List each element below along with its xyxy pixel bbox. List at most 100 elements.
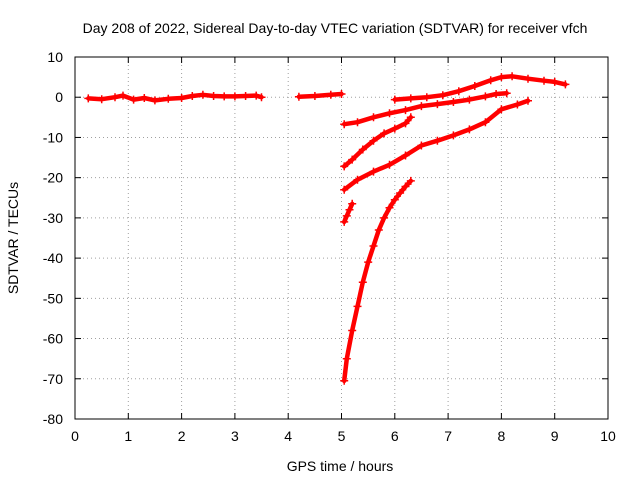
data-trace xyxy=(341,98,531,192)
y-tick-label: -70 xyxy=(43,371,63,387)
data-point xyxy=(390,95,399,104)
data-point xyxy=(406,94,415,103)
data-point xyxy=(369,113,378,122)
data-point xyxy=(513,100,522,109)
x-axis-label: GPS time / hours xyxy=(287,458,394,474)
data-point xyxy=(364,258,373,267)
data-point xyxy=(524,74,532,83)
data-point xyxy=(353,118,362,127)
data-point xyxy=(470,82,479,90)
data-point xyxy=(150,96,159,105)
data-point xyxy=(353,175,362,184)
data-point xyxy=(401,151,410,160)
chart-title: Day 208 of 2022, Sidereal Day-to-day VTE… xyxy=(83,20,588,36)
x-tick-label: 0 xyxy=(71,428,79,444)
x-tick-label: 2 xyxy=(178,428,186,444)
y-tick-label: -40 xyxy=(43,250,63,266)
y-tick-label: -50 xyxy=(43,290,63,306)
data-point xyxy=(449,98,458,106)
y-tick-label: 10 xyxy=(47,49,63,65)
data-point xyxy=(84,94,93,103)
data-point xyxy=(433,100,442,109)
data-point xyxy=(342,211,351,220)
grid xyxy=(75,57,608,419)
data-point xyxy=(481,118,490,127)
data-point xyxy=(486,76,495,85)
x-tick-label: 3 xyxy=(231,428,239,444)
data-point xyxy=(465,125,474,134)
data-point xyxy=(97,95,106,104)
data-point xyxy=(342,354,351,363)
data-point xyxy=(310,92,319,100)
data-point xyxy=(540,76,548,85)
data-point xyxy=(340,376,349,385)
data-point xyxy=(209,92,218,100)
data-point xyxy=(111,93,119,102)
data-point xyxy=(380,213,389,222)
data-point xyxy=(433,136,442,145)
x-tick-label: 10 xyxy=(600,428,616,444)
data-point xyxy=(465,95,474,104)
data-point xyxy=(119,91,127,100)
data-point xyxy=(129,95,138,104)
data-point xyxy=(188,92,197,100)
data-point xyxy=(353,302,362,311)
data-point xyxy=(454,87,463,96)
data-point xyxy=(340,217,349,226)
data-point xyxy=(417,102,426,111)
data-point xyxy=(481,92,490,101)
ticks: 0 1 2 3 4 5 6 7 8 9 10 10 0 -10 -20 -30 -40 -50 -60 -70 -80 xyxy=(43,49,616,444)
data-point xyxy=(449,131,458,140)
data-point xyxy=(401,119,410,128)
x-tick-label: 9 xyxy=(551,428,559,444)
y-tick-label: -60 xyxy=(43,331,63,347)
data-point xyxy=(252,91,261,100)
x-tick-label: 5 xyxy=(338,428,346,444)
x-tick-label: 1 xyxy=(124,428,132,444)
y-tick-label: -30 xyxy=(43,210,63,226)
data-point xyxy=(380,129,389,138)
y-tick-label: -80 xyxy=(43,411,63,427)
data-point xyxy=(358,145,367,154)
data-point xyxy=(550,77,559,86)
data-point xyxy=(492,90,501,98)
y-tick-label: -20 xyxy=(43,170,63,186)
data-point xyxy=(164,94,173,103)
data-trace xyxy=(296,91,344,100)
y-tick-label: -10 xyxy=(43,129,63,145)
data-point xyxy=(422,93,431,102)
data-point xyxy=(340,162,349,171)
plot-frame xyxy=(74,56,609,420)
data-point xyxy=(230,92,239,101)
data-point xyxy=(385,109,394,118)
data-point xyxy=(406,113,415,122)
data-point xyxy=(406,176,415,185)
data-point xyxy=(294,92,303,101)
data-point xyxy=(497,73,506,82)
data-point xyxy=(348,326,357,335)
data-point xyxy=(177,94,186,102)
data-point xyxy=(241,92,250,100)
data-point xyxy=(390,124,399,133)
data-point xyxy=(348,155,357,164)
data-point xyxy=(337,90,346,98)
data-point xyxy=(390,195,399,204)
data-point xyxy=(396,189,405,197)
x-tick-label: 4 xyxy=(284,428,292,444)
data-point xyxy=(401,106,410,115)
data-point xyxy=(369,136,378,145)
x-tick-label: 8 xyxy=(498,428,506,444)
y-axis-label: SDTVAR / TECUs xyxy=(5,182,21,294)
data-point xyxy=(326,90,335,99)
data-point xyxy=(358,278,367,287)
data-point xyxy=(340,120,349,129)
data-trace xyxy=(341,115,414,169)
data-point xyxy=(502,89,511,98)
data-point xyxy=(198,90,207,99)
data-point xyxy=(417,141,426,150)
data-point xyxy=(140,94,149,102)
data-point xyxy=(524,96,532,105)
data-point xyxy=(497,105,506,114)
x-tick-label: 7 xyxy=(444,428,452,444)
